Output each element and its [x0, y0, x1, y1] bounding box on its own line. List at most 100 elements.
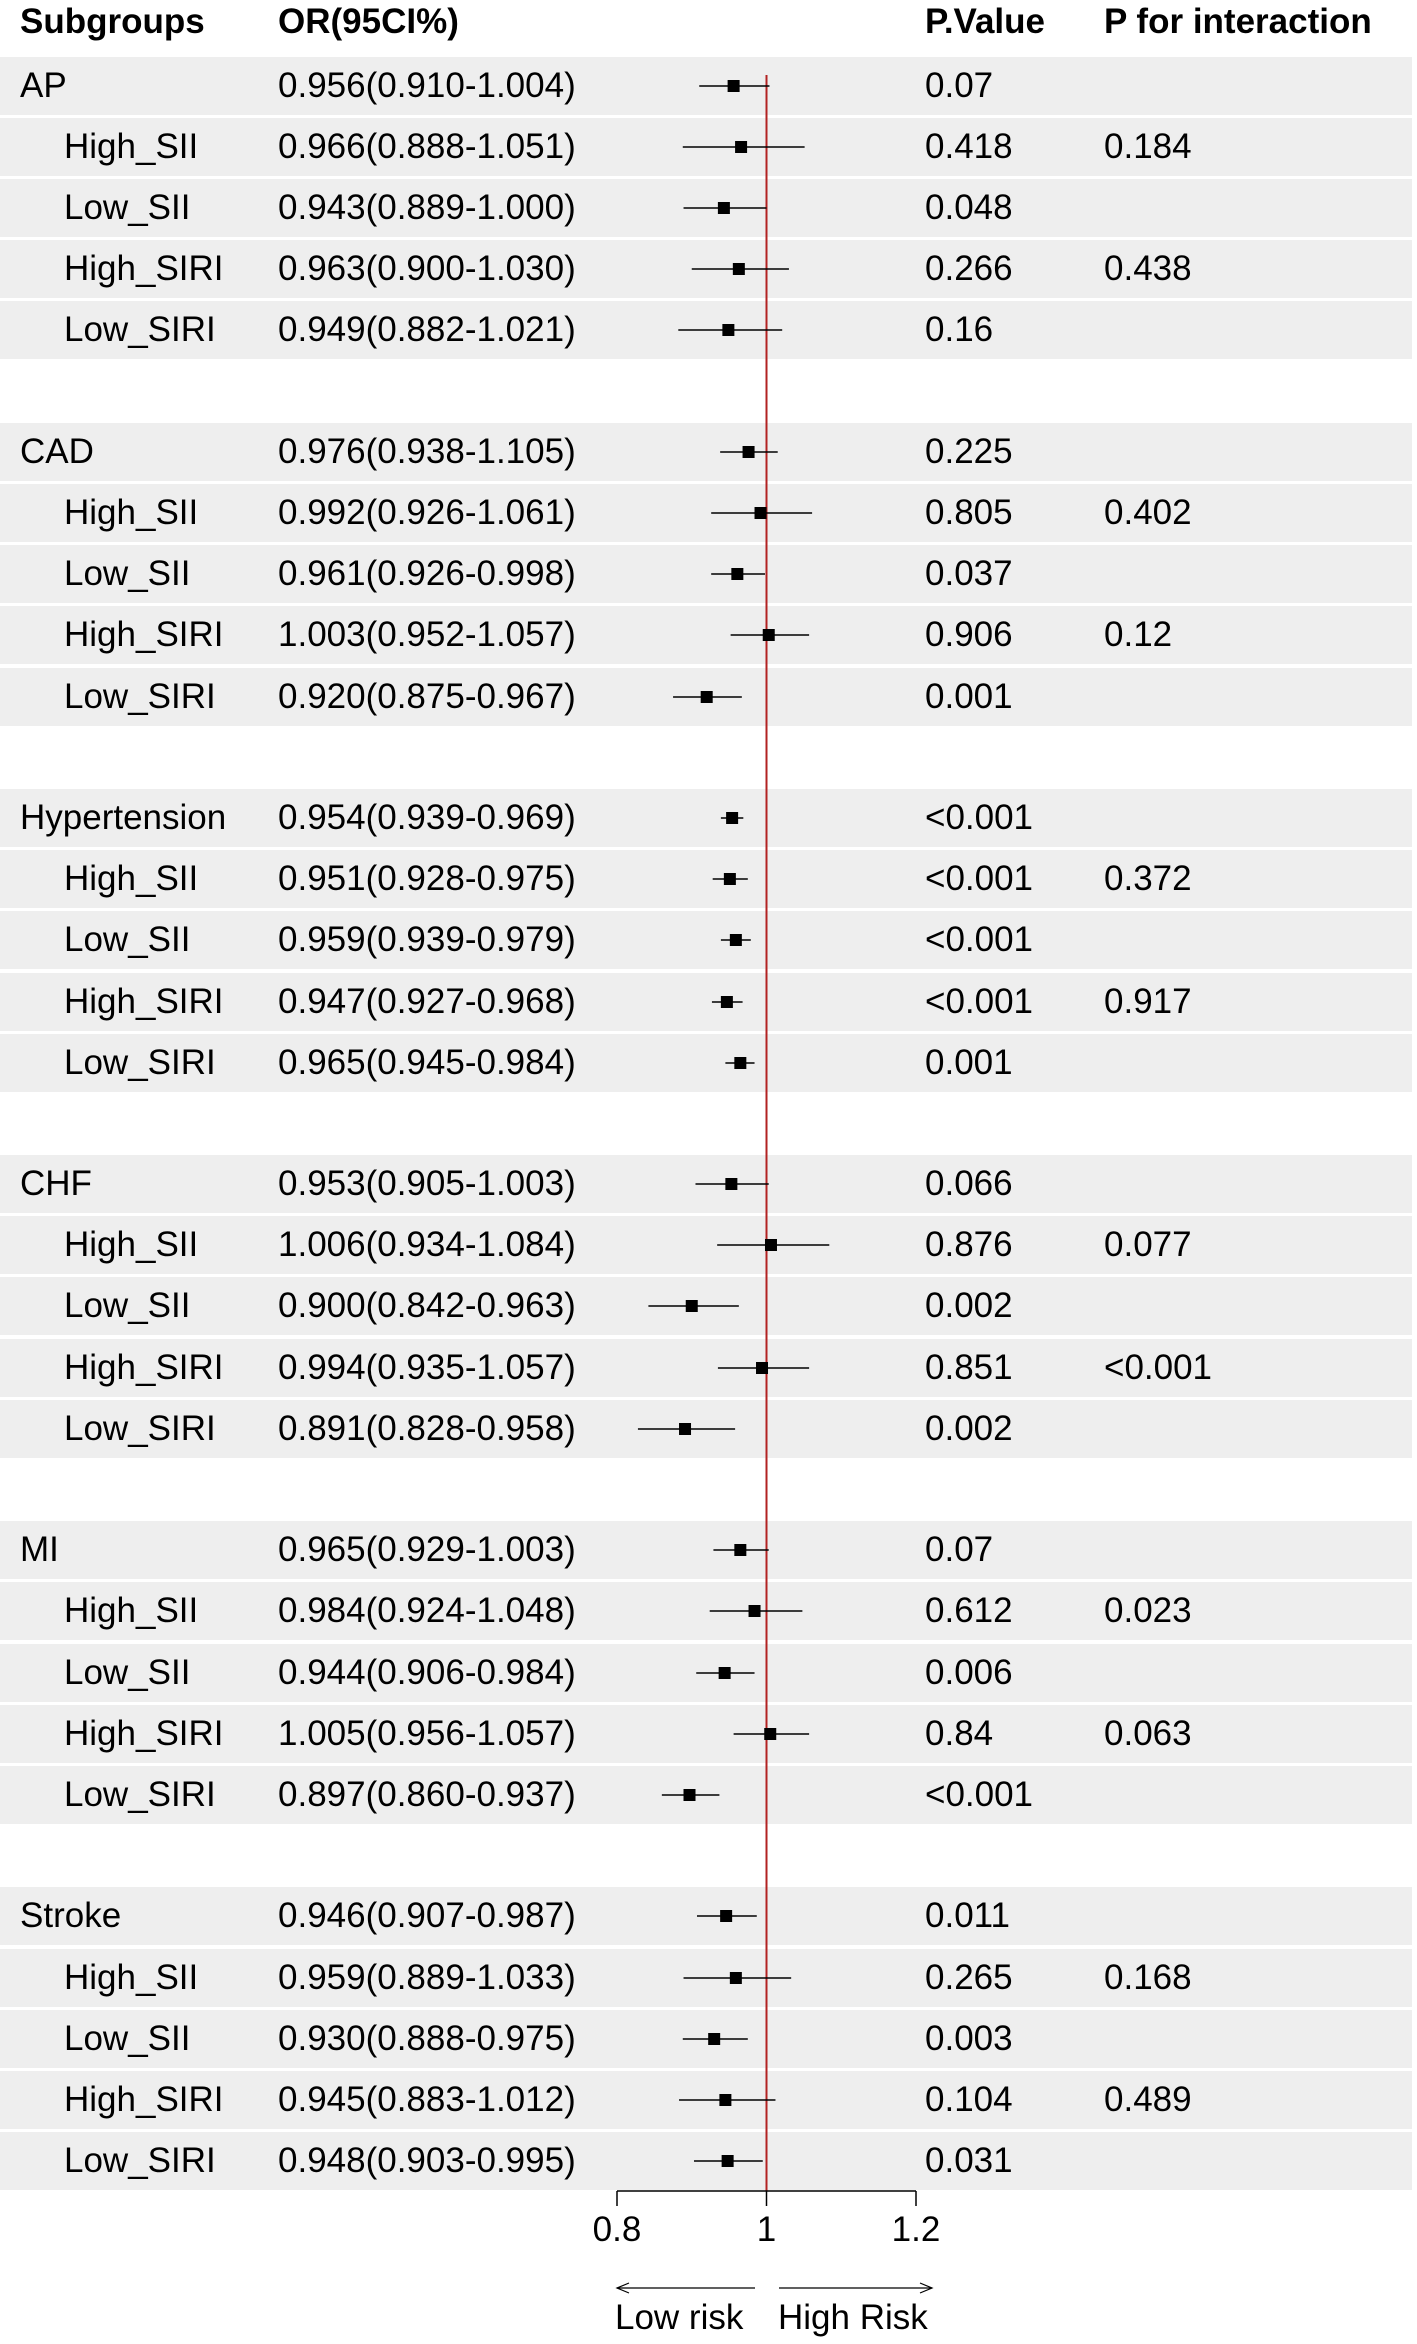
table-row: Low_SIRI 0.920(0.875-0.967) 0.001: [0, 668, 1412, 726]
or-point-marker: [718, 1667, 731, 1679]
table-row: Low_SIRI 0.948(0.903-0.995) 0.031: [0, 2132, 1412, 2190]
or-point-marker: [679, 1423, 692, 1435]
subgroup-label: Low_SII: [64, 920, 191, 959]
header-subgroups: Subgroups: [20, 2, 205, 41]
or-point-marker: [700, 691, 713, 703]
or-ci-value: 0.943(0.889-1.000): [278, 188, 576, 227]
subgroup-label: Hypertension: [20, 798, 227, 837]
low-risk-arrow: [615, 2282, 755, 2294]
or-point-marker: [748, 1605, 761, 1617]
table-row: High_SII 0.951(0.928-0.975) <0.001 0.372: [0, 850, 1412, 908]
p-value: 0.037: [925, 554, 1013, 593]
low-risk-label: Low risk: [615, 2298, 744, 2337]
table-row: High_SIRI 1.003(0.952-1.057) 0.906 0.12: [0, 606, 1412, 664]
subgroup-label: High_SII: [64, 859, 199, 898]
table-row: High_SIRI 0.994(0.935-1.057) 0.851 <0.001: [0, 1339, 1412, 1397]
or-point-marker: [734, 1544, 747, 1556]
p-value: 0.07: [925, 66, 994, 105]
subgroup-label: AP: [20, 66, 67, 105]
or-ci-value: 0.961(0.926-0.998): [278, 554, 576, 593]
p-value: 0.001: [925, 1043, 1013, 1082]
table-row: Low_SII 0.959(0.939-0.979) <0.001: [0, 911, 1412, 969]
subgroup-label: High_SIRI: [64, 615, 224, 654]
or-ci-value: 0.984(0.924-1.048): [278, 1591, 576, 1630]
or-ci-value: 0.930(0.888-0.975): [278, 2019, 576, 2058]
p-interaction-value: 0.077: [1104, 1225, 1192, 1264]
or-ci-value: 0.965(0.945-0.984): [278, 1043, 576, 1082]
header-p-value: P.Value: [925, 2, 1046, 41]
or-ci-value: 1.006(0.934-1.084): [278, 1225, 576, 1264]
or-ci-value: 0.963(0.900-1.030): [278, 249, 576, 288]
or-ci-value: 1.003(0.952-1.057): [278, 615, 576, 654]
or-point-marker: [764, 1728, 777, 1740]
p-interaction-value: 0.438: [1104, 249, 1192, 288]
p-value: 0.876: [925, 1225, 1013, 1264]
p-value: 0.104: [925, 2080, 1013, 2119]
or-ci-value: 0.992(0.926-1.061): [278, 493, 576, 532]
or-ci-value: 0.951(0.928-0.975): [278, 859, 576, 898]
subgroup-label: Low_SIRI: [64, 310, 216, 349]
table-row: Hypertension 0.954(0.939-0.969) <0.001: [0, 789, 1412, 847]
subgroup-label: High_SII: [64, 1958, 199, 1997]
or-point-marker: [729, 934, 742, 946]
x-tick-label: 1.2: [891, 2210, 941, 2249]
p-interaction-value: 0.12: [1104, 615, 1173, 654]
or-point-marker: [717, 202, 730, 214]
high-risk-label: High Risk: [778, 2298, 928, 2337]
or-ci-value: 0.994(0.935-1.057): [278, 1348, 576, 1387]
or-point-marker: [708, 2033, 721, 2045]
subgroup-label: Low_SIRI: [64, 1043, 216, 1082]
or-point-marker: [683, 1789, 696, 1801]
p-value: <0.001: [925, 859, 1034, 898]
p-value: 0.066: [925, 1164, 1013, 1203]
subgroup-label: Low_SII: [64, 1286, 191, 1325]
or-point-marker: [742, 446, 755, 458]
or-ci-value: 0.947(0.927-0.968): [278, 982, 576, 1021]
subgroup-label: High_SIRI: [64, 249, 224, 288]
subgroup-label: High_SIRI: [64, 2080, 224, 2119]
or-point-marker: [721, 2155, 734, 2167]
p-value: 0.001: [925, 677, 1013, 716]
header-or-ci: OR(95CI%): [278, 2, 459, 41]
table-row: Low_SII 0.961(0.926-0.998) 0.037: [0, 545, 1412, 603]
p-interaction-value: 0.402: [1104, 493, 1192, 532]
p-value: <0.001: [925, 1775, 1034, 1814]
subgroup-label: CHF: [20, 1164, 92, 1203]
or-ci-value: 0.948(0.903-0.995): [278, 2141, 576, 2180]
or-ci-value: 0.976(0.938-1.105): [278, 432, 576, 471]
p-value: 0.851: [925, 1348, 1013, 1387]
subgroup-label: Low_SIRI: [64, 2141, 216, 2180]
table-row: CHF 0.953(0.905-1.003) 0.066: [0, 1155, 1412, 1213]
subgroup-label: Low_SII: [64, 2019, 191, 2058]
p-value: 0.002: [925, 1409, 1013, 1448]
or-ci-value: 0.946(0.907-0.987): [278, 1896, 576, 1935]
subgroup-label: High_SIRI: [64, 982, 224, 1021]
table-row: High_SII 1.006(0.934-1.084) 0.876 0.077: [0, 1216, 1412, 1274]
p-interaction-value: 0.917: [1104, 982, 1192, 1021]
p-value: 0.07: [925, 1530, 994, 1569]
or-point-marker: [734, 1057, 747, 1069]
p-value: 0.266: [925, 249, 1013, 288]
p-value: <0.001: [925, 982, 1034, 1021]
p-value: 0.16: [925, 310, 994, 349]
p-value: 0.805: [925, 493, 1013, 532]
or-point-marker: [726, 812, 739, 824]
or-point-marker: [764, 1239, 777, 1251]
subgroup-label: High_SIRI: [64, 1714, 224, 1753]
subgroup-label: Low_SII: [64, 1653, 191, 1692]
or-point-marker: [727, 80, 740, 92]
or-point-marker: [719, 2094, 732, 2106]
or-ci-value: 0.944(0.906-0.984): [278, 1653, 576, 1692]
or-ci-value: 0.953(0.905-1.003): [278, 1164, 576, 1203]
or-point-marker: [731, 568, 744, 580]
p-value: <0.001: [925, 798, 1034, 837]
p-value: 0.84: [925, 1714, 994, 1753]
or-ci-value: 0.891(0.828-0.958): [278, 1409, 576, 1448]
p-value: 0.031: [925, 2141, 1013, 2180]
or-point-marker: [720, 1910, 733, 1922]
or-point-marker: [720, 996, 733, 1008]
or-point-marker: [723, 873, 736, 885]
p-interaction-value: <0.001: [1104, 1348, 1213, 1387]
p-value: 0.265: [925, 1958, 1013, 1997]
